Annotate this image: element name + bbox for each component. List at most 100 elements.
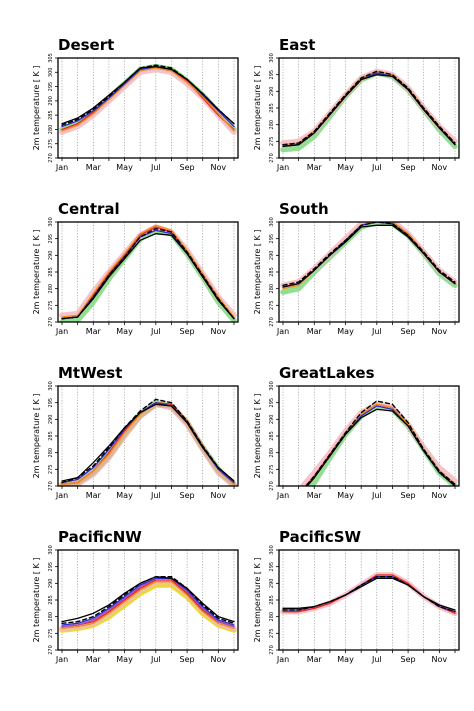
series-line [61,579,235,628]
x-tick-label: Jan [276,655,289,664]
x-tick-label: Jul [371,327,382,336]
panel-mtwest: MtWest 270 275 280 285 290 295 300 2m temperatur… [32,364,239,500]
y-tick-label: 285 [269,103,275,113]
y-tick-label: 300 [269,217,275,227]
y-tick-label: 300 [269,381,275,391]
y-tick-label: 290 [48,96,54,106]
series-line [61,403,235,482]
y-tick-label: 280 [269,120,275,130]
plot-frame [57,57,239,159]
panel-east: East 270 275 280 285 290 295 300 2m temperature … [253,36,460,172]
y-tick-label: 290 [48,415,54,425]
x-tick-label: Sep [180,491,195,500]
series-line [282,70,456,146]
series-line [59,227,237,322]
y-tick-label: 290 [48,579,54,589]
y-tick-label: 280 [48,448,54,458]
y-tick-label: 300 [48,381,54,391]
y-tick-label: 285 [269,267,275,277]
y-tick-label: 300 [48,545,54,555]
x-tick-label: Jan [276,491,289,500]
y-tick-label: 285 [48,267,54,277]
x-tick-label: Sep [401,327,416,336]
x-tick-label: Nov [211,655,227,664]
panel-title: Desert [58,36,114,54]
y-tick-label: 295 [269,70,275,80]
y-axis-label: 2m temperature [ K ] [32,394,41,479]
x-tick-label: Mar [307,655,323,664]
y-tick-label: 270 [269,153,275,163]
y-tick-label: 300 [269,545,275,555]
x-tick-label: Sep [401,655,416,664]
x-tick-label: Mar [86,163,102,172]
panel-greatlakes: GreatLakes 270 275 280 285 290 295 300 2m temper… [253,364,460,500]
y-tick-label: 295 [48,82,54,92]
x-tick-label: Nov [211,491,227,500]
y-tick-label: 290 [269,579,275,589]
series-line [280,68,458,146]
y-axis-label: 2m temperature [ K ] [253,66,262,151]
series-line [61,65,235,125]
series-group [59,398,237,486]
y-axis-label: 2m temperature [ K ] [32,66,41,151]
y-axis-label: 2m temperature [ K ] [253,230,262,315]
y-tick-label: 295 [48,234,54,244]
x-tick-label: Jan [55,163,68,172]
x-tick-label: Jul [150,491,161,500]
y-tick-label: 275 [269,137,275,147]
x-tick-label: Mar [307,327,323,336]
x-tick-label: Mar [86,327,102,336]
y-tick-label: 290 [269,251,275,261]
panel-title: PacificSW [279,528,362,546]
panel-title: MtWest [58,364,122,382]
y-tick-label: 285 [269,431,275,441]
x-tick-label: Mar [307,491,323,500]
series-line [299,401,458,486]
series-line [61,581,235,629]
plot-frame [278,221,460,323]
series-line [61,233,235,320]
y-axis-label: 2m temperature [ K ] [253,394,262,479]
x-tick-label: Jul [150,163,161,172]
series-line [282,74,456,147]
panel-title: South [279,200,329,218]
y-tick-label: 285 [269,595,275,605]
y-tick-label: 275 [269,629,275,639]
panel-title: Central [58,200,120,218]
x-tick-label: Nov [432,491,448,500]
x-tick-label: Jul [150,655,161,664]
y-tick-label: 280 [269,284,275,294]
x-tick-label: May [116,163,133,172]
y-tick-label: 275 [48,629,54,639]
y-tick-label: 275 [48,139,54,149]
x-tick-label: May [337,327,354,336]
y-tick-label: 295 [269,234,275,244]
series-line [61,67,235,132]
series-line [282,224,456,288]
x-tick-label: May [116,491,133,500]
panel-pacificsw: PacificSW 270 275 280 285 290 295 300 2m tempera… [253,528,460,664]
series-group [299,400,458,486]
y-tick-label: 280 [269,448,275,458]
y-tick-label: 285 [48,431,54,441]
panel-title: East [279,36,315,54]
panel-desert: Desert 270 275 280 285 290 295 300 305 2m tempera… [32,36,239,172]
plot-frame [57,549,239,651]
series-group [280,572,458,617]
panel-central: Central 270 275 280 285 290 295 300 2m temperatu… [32,200,239,336]
x-tick-label: Mar [86,655,102,664]
y-tick-label: 285 [48,595,54,605]
x-tick-label: May [116,655,133,664]
y-tick-label: 275 [269,301,275,311]
series-line [61,65,235,128]
x-tick-label: Sep [401,163,416,172]
series-group [280,222,458,295]
x-tick-label: Sep [401,491,416,500]
y-tick-label: 270 [48,317,54,327]
x-tick-label: Sep [180,327,195,336]
y-tick-label: 290 [269,415,275,425]
y-tick-label: 270 [48,153,54,163]
panel-pacificnw: PacificNW 270 275 280 285 290 295 300 2m tempera… [32,528,239,664]
x-tick-label: Nov [432,655,448,664]
series-line [61,226,235,320]
